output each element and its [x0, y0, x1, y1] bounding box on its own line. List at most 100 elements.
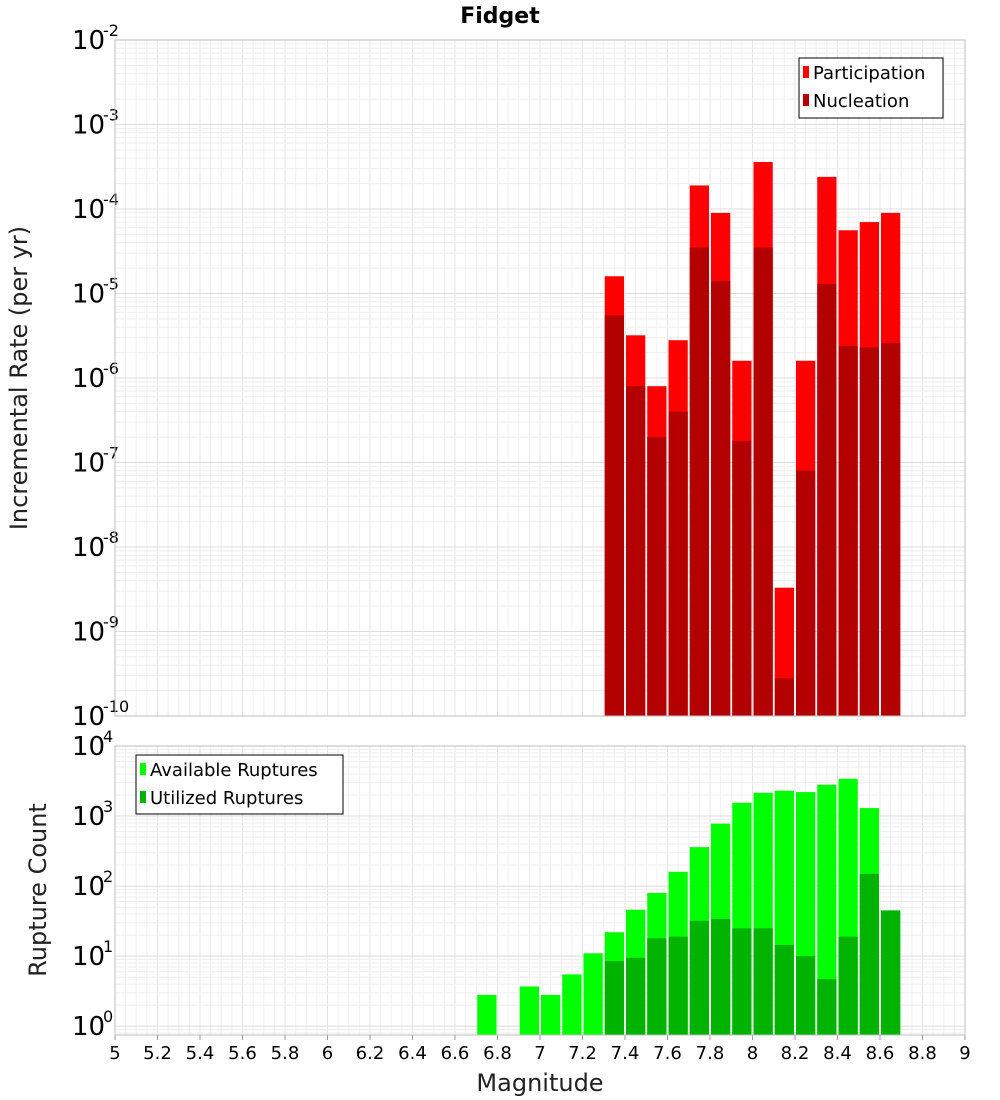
- x-tick-label: 8: [747, 1043, 758, 1064]
- rate-nucleation-bar: [604, 315, 624, 716]
- x-tick-label: 7.8: [696, 1043, 725, 1064]
- rate-y-tick-label: 10: [72, 533, 105, 563]
- count-utilized-ruptures-bar: [753, 928, 773, 1035]
- rate-y-tick-label: 10: [72, 111, 105, 141]
- rate-y-axis-label: Incremental Rate (per yr): [5, 226, 33, 530]
- x-tick-label: 7.6: [653, 1043, 682, 1064]
- rate-nucleation-bar: [774, 678, 794, 716]
- rate-y-tick-label: 10: [72, 195, 105, 225]
- available-legend-label: Available Ruptures: [150, 760, 318, 781]
- rate-nucleation-bar: [838, 345, 858, 716]
- count-legend: Available Ruptures Utilized Ruptures: [135, 754, 344, 815]
- x-tick-label: 8.8: [908, 1043, 937, 1064]
- count-y-tick-label: 10: [72, 802, 105, 832]
- rate-y-tick-exponent: -6: [103, 359, 119, 378]
- rate-y-tick-exponent: -9: [103, 613, 119, 632]
- rate-gridlines: [114, 40, 966, 717]
- rate-y-tick-exponent: -4: [103, 190, 119, 209]
- rate-y-tick-exponent: -7: [103, 444, 119, 463]
- rate-legend-box: [798, 57, 944, 119]
- nucleation-legend-label: Nucleation: [813, 91, 909, 112]
- count-utilized-ruptures-bar: [796, 956, 816, 1035]
- rate-y-tick-exponent: -10: [103, 697, 129, 716]
- x-axis-label: Magnitude: [476, 1069, 603, 1097]
- count-utilized-ruptures-bar: [774, 944, 794, 1035]
- count-utilized-ruptures-bar: [647, 938, 667, 1035]
- count-x-ticks: 5 5.2 5.4 5.6 5.8 6 6.2 6.4 6.6 6.8 7 7.2 7.4 7.6 7.8 8…: [109, 1035, 971, 1064]
- count-available-ruptures-bar: [562, 974, 582, 1035]
- count-plot-frame: [114, 745, 966, 1036]
- count-utilized-ruptures-bar: [626, 957, 646, 1035]
- count-y-tick-exponent: 0: [103, 1007, 113, 1026]
- count-utilized-ruptures-bar: [859, 873, 879, 1035]
- x-tick-label: 5: [109, 1043, 120, 1064]
- rate-nucleation-bar: [753, 247, 773, 716]
- rate-nucleation-bar: [711, 281, 731, 716]
- x-tick-label: 8.2: [781, 1043, 810, 1064]
- x-tick-label: 5.8: [271, 1043, 300, 1064]
- count-utilized-ruptures-bar: [668, 936, 688, 1035]
- rate-plot-frame: [114, 39, 966, 717]
- rate-nucleation-bar: [817, 283, 837, 716]
- count-legend-box: [135, 754, 344, 815]
- count-y-tick-exponent: 1: [103, 937, 113, 956]
- x-tick-label: 7: [534, 1043, 545, 1064]
- x-tick-label: 9: [959, 1043, 970, 1064]
- count-available-ruptures-bar: [583, 953, 603, 1035]
- rate-legend: Participation Nucleation: [798, 57, 944, 119]
- count-utilized-ruptures-bar: [838, 936, 858, 1035]
- x-tick-label: 5.2: [143, 1043, 172, 1064]
- rate-nucleation-bar: [732, 440, 752, 716]
- rate-nucleation-bar: [626, 386, 646, 716]
- rate-y-tick-label: 10: [72, 702, 105, 732]
- x-tick-label: 8.4: [823, 1043, 852, 1064]
- rate-nucleation-bar: [647, 437, 667, 716]
- rate-y-tick-label: 10: [72, 26, 105, 56]
- utilized-legend-label: Utilized Ruptures: [150, 788, 303, 809]
- rate-y-tick-exponent: -5: [103, 275, 119, 294]
- rate-y-tick-exponent: -8: [103, 528, 119, 547]
- rate-y-tick-exponent: -3: [103, 106, 119, 125]
- count-utilized-ruptures-bar: [711, 918, 731, 1035]
- nucleation-legend-swatch: [803, 94, 809, 106]
- count-y-tick-exponent: 3: [103, 797, 113, 816]
- count-available-ruptures-bar: [817, 784, 837, 1035]
- x-tick-label: 8.6: [866, 1043, 895, 1064]
- rate-nucleation-bar: [668, 411, 688, 716]
- rate-y-tick-label: 10: [72, 280, 105, 310]
- rate-y-tick-exponent: -2: [103, 21, 119, 40]
- count-y-tick-label: 10: [72, 942, 105, 972]
- count-y-axis-label: Rupture Count: [24, 803, 52, 977]
- count-y-tick-label: 10: [72, 732, 105, 762]
- participation-legend-label: Participation: [813, 63, 925, 84]
- rate-bars: [604, 161, 901, 717]
- rate-nucleation-bar: [859, 347, 879, 716]
- utilized-legend-swatch: [140, 791, 146, 803]
- participation-legend-swatch: [803, 66, 809, 78]
- available-legend-swatch: [140, 763, 146, 775]
- count-utilized-ruptures-bar: [732, 928, 752, 1035]
- rate-y-tick-label: 10: [72, 364, 105, 394]
- rate-panel: 10-210-310-410-510-610-710-810-910-10 In…: [5, 21, 966, 732]
- x-tick-label: 6.6: [441, 1043, 470, 1064]
- count-utilized-ruptures-bar: [604, 961, 624, 1035]
- count-utilized-ruptures-bar: [881, 910, 901, 1035]
- x-tick-label: 5.4: [186, 1043, 215, 1064]
- count-available-ruptures-bar: [477, 994, 497, 1035]
- count-y-tick-exponent: 2: [103, 867, 113, 886]
- chart-title: Fidget: [460, 4, 540, 29]
- rate-y-tick-label: 10: [72, 449, 105, 479]
- rate-nucleation-bar: [689, 247, 709, 716]
- count-bars: [477, 778, 901, 1035]
- rate-nucleation-bar: [881, 342, 901, 716]
- rate-nucleation-bar: [796, 470, 816, 716]
- x-tick-label: 6.2: [356, 1043, 385, 1064]
- count-y-tick-label: 10: [72, 872, 105, 902]
- x-tick-label: 7.2: [568, 1043, 597, 1064]
- x-tick-label: 7.4: [611, 1043, 640, 1064]
- x-tick-label: 6: [322, 1043, 333, 1064]
- x-tick-label: 6.8: [483, 1043, 512, 1064]
- count-y-tick-label: 10: [72, 1012, 105, 1042]
